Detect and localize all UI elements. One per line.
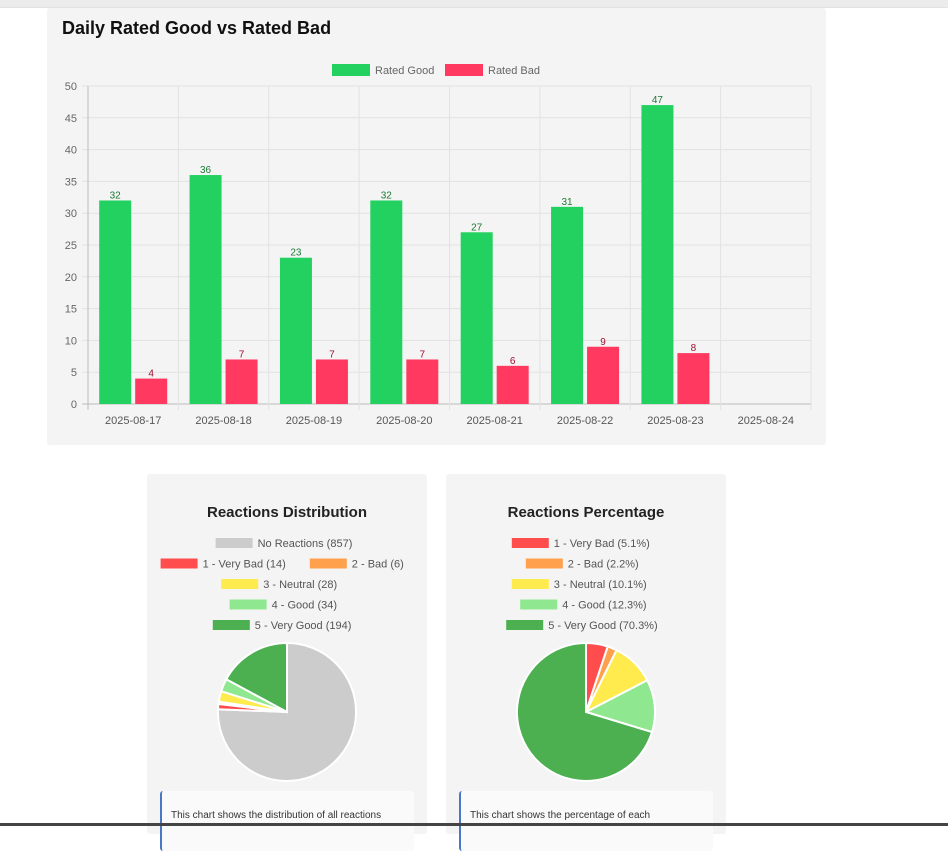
percentage-note: This chart shows the percentage of each [459, 791, 713, 851]
legend-label: 3 - Neutral (10.1%) [554, 579, 647, 591]
percentage-note-text: This chart shows the percentage of each [470, 810, 651, 821]
pie-slice [224, 641, 288, 714]
legend-label: 4 - Good (34) [272, 600, 337, 612]
legend-label: No Reactions (857) [258, 538, 353, 550]
distribution-note-text: This chart shows the distribution of all… [171, 810, 382, 821]
legend-swatch [215, 538, 253, 548]
x-tick-label: 2025-08-23 [647, 415, 703, 427]
legend-label: 1 - Very Bad (5.1%) [554, 538, 650, 550]
percentage-title: Reactions Percentage [507, 504, 665, 521]
data-label-rated-bad: 4 [148, 369, 154, 380]
legend-label: 5 - Very Good (70.3%) [548, 620, 657, 632]
bar-rated-good [99, 200, 132, 404]
data-label-rated-bad: 7 [420, 349, 426, 360]
x-tick-label: 2025-08-24 [738, 415, 794, 427]
y-tick-label: 35 [65, 176, 77, 188]
bar-rated-good [641, 105, 674, 404]
legend-swatch [160, 558, 198, 569]
legend-swatch [229, 599, 267, 610]
data-label-rated-good: 23 [290, 248, 302, 259]
data-label-rated-bad: 6 [510, 356, 516, 367]
y-tick-label: 50 [65, 81, 77, 93]
bar-rated-good [460, 232, 493, 404]
bar-rated-bad [225, 359, 258, 404]
y-tick-label: 10 [65, 335, 77, 347]
bar-rated-good [370, 200, 403, 404]
bar-chart: 0 5 10 15 20 25 30 35 40 45 50 2025-08-17 32 4 2025-08… [65, 64, 812, 427]
y-tick-label: 15 [65, 304, 77, 316]
y-tick-label: 25 [65, 240, 77, 252]
bar-rated-good [551, 206, 584, 404]
bar-chart-title: Daily Rated Good vs Rated Bad [62, 18, 332, 38]
data-label-rated-bad: 7 [329, 349, 335, 360]
pie-slice [515, 641, 654, 782]
legend-swatch [525, 558, 563, 569]
y-tick-label: 0 [71, 399, 77, 411]
bar-chart-card: Daily Rated Good vs Rated Bad 0 5 10 15 20 25… [47, 8, 826, 445]
y-tick-label: 5 [71, 367, 77, 379]
legend-swatch [212, 620, 250, 630]
percentage-card: Reactions Percentage 1 - Very Bad (5.1%)… [446, 474, 726, 851]
data-label-rated-good: 36 [200, 165, 212, 176]
legend-label: 2 - Bad (6) [352, 559, 404, 571]
x-tick-label: 2025-08-22 [557, 415, 613, 427]
data-label-rated-bad: 9 [600, 337, 606, 348]
legend-label: 2 - Bad (2.2%) [568, 559, 639, 571]
data-label-rated-good: 47 [652, 95, 664, 106]
x-tick-label: 2025-08-20 [376, 415, 432, 427]
percentage-pie-chart: 1 - Very Bad (5.1%) 2 - Bad (2.2%) 3 - Neu… [506, 538, 658, 782]
data-label-rated-good: 32 [381, 190, 393, 201]
legend-label: 4 - Good (12.3%) [562, 600, 646, 612]
distribution-pie-chart: No Reactions (857) 1 - Very Bad (14) 2 - B… [160, 538, 404, 782]
data-label-rated-bad: 7 [239, 349, 245, 360]
legend-swatch [506, 620, 544, 630]
y-tick-label: 40 [65, 145, 77, 157]
data-label-rated-good: 32 [110, 190, 122, 201]
bar-rated-bad [677, 353, 710, 404]
bar-rated-bad [587, 346, 620, 404]
data-label-rated-good: 27 [471, 222, 483, 233]
x-tick-label: 2025-08-17 [105, 415, 161, 427]
x-tick-label: 2025-08-19 [286, 415, 342, 427]
bottom-divider [0, 823, 948, 826]
legend-swatch [511, 579, 549, 589]
bar-rated-bad [315, 359, 348, 404]
legend-label: 1 - Very Bad (14) [203, 559, 286, 571]
legend-label: Rated Bad [488, 65, 540, 77]
legend-swatch [520, 599, 558, 610]
bar-rated-bad [135, 378, 168, 404]
x-tick-label: 2025-08-18 [195, 415, 251, 427]
bar-rated-good [189, 175, 222, 404]
distribution-title: Reactions Distribution [206, 504, 367, 521]
legend-swatch [332, 64, 370, 76]
legend-swatch [309, 558, 347, 569]
legend-label: 5 - Very Good (194) [255, 620, 352, 632]
bar-rated-bad [406, 359, 439, 404]
bar-rated-good [279, 257, 312, 404]
legend-swatch [511, 538, 549, 548]
top-divider [0, 0, 948, 8]
data-label-rated-bad: 8 [691, 343, 697, 354]
x-tick-label: 2025-08-21 [467, 415, 523, 427]
y-tick-label: 20 [65, 272, 77, 284]
legend-swatch [221, 579, 259, 589]
data-label-rated-good: 31 [562, 197, 574, 208]
bar-rated-bad [496, 365, 529, 404]
legend-swatch [445, 64, 483, 76]
y-tick-label: 30 [65, 208, 77, 220]
distribution-card: Reactions Distribution No Reactions (857… [147, 474, 427, 851]
legend-label: 3 - Neutral (28) [263, 579, 337, 591]
y-tick-label: 45 [65, 113, 77, 125]
legend-label: Rated Good [375, 65, 434, 77]
distribution-note: This chart shows the distribution of all… [160, 791, 414, 851]
